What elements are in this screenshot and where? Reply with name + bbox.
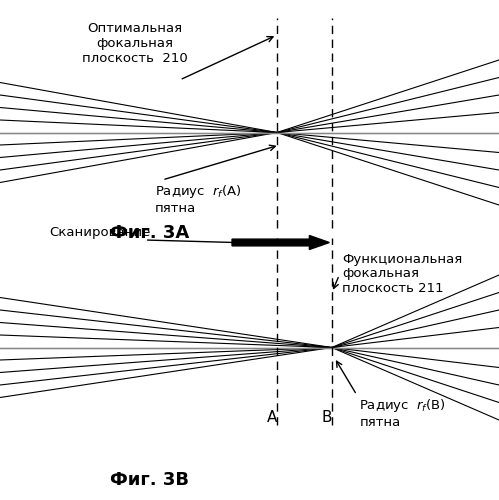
Text: А: А: [267, 410, 277, 425]
Text: Радиус  $r_f$(B)
пятна: Радиус $r_f$(B) пятна: [359, 398, 446, 430]
Text: Фиг. 3В: Фиг. 3В: [110, 471, 189, 489]
Text: Оптимальная
фокальная
плоскость  210: Оптимальная фокальная плоскость 210: [82, 22, 188, 66]
Text: Сканирование: Сканирование: [49, 226, 151, 239]
Text: Функциональная
фокальная
плоскость 211: Функциональная фокальная плоскость 211: [342, 252, 462, 296]
FancyArrow shape: [232, 236, 329, 250]
Text: Фиг. 3А: Фиг. 3А: [110, 224, 189, 242]
Text: В: В: [321, 410, 332, 425]
Text: Радиус  $r_f$(A)
пятна: Радиус $r_f$(A) пятна: [155, 182, 242, 214]
